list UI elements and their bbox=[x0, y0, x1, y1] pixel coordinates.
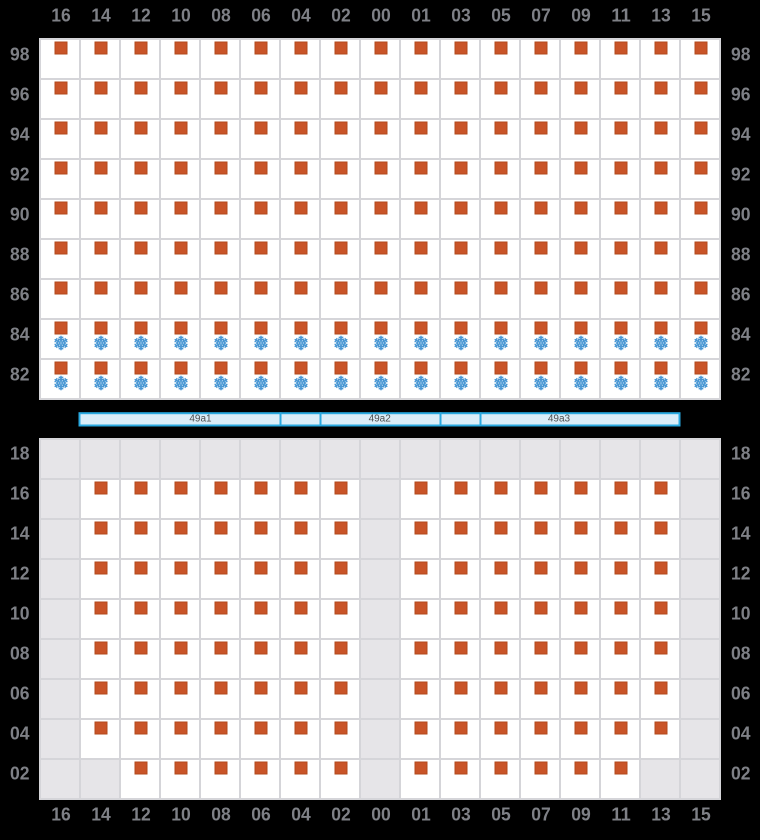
svg-text:13: 13 bbox=[651, 5, 671, 25]
svg-text:90: 90 bbox=[731, 205, 751, 225]
svg-text:02: 02 bbox=[731, 764, 751, 784]
svg-text:01: 01 bbox=[411, 805, 431, 825]
svg-text:11: 11 bbox=[611, 805, 631, 825]
svg-text:88: 88 bbox=[10, 245, 30, 265]
svg-text:84: 84 bbox=[731, 325, 751, 345]
svg-text:18: 18 bbox=[10, 444, 30, 464]
svg-text:16: 16 bbox=[10, 484, 30, 504]
svg-text:82: 82 bbox=[731, 365, 751, 385]
svg-text:07: 07 bbox=[531, 5, 551, 25]
svg-text:14: 14 bbox=[91, 805, 111, 825]
svg-text:88: 88 bbox=[731, 245, 751, 265]
svg-text:12: 12 bbox=[731, 564, 751, 584]
svg-text:00: 00 bbox=[371, 5, 391, 25]
svg-text:49a2: 49a2 bbox=[369, 414, 392, 425]
svg-text:02: 02 bbox=[10, 764, 30, 784]
svg-text:12: 12 bbox=[131, 5, 151, 25]
svg-text:08: 08 bbox=[731, 644, 751, 664]
svg-text:06: 06 bbox=[251, 805, 271, 825]
svg-text:84: 84 bbox=[10, 325, 30, 345]
svg-text:03: 03 bbox=[451, 805, 471, 825]
svg-text:16: 16 bbox=[51, 5, 71, 25]
svg-text:10: 10 bbox=[171, 805, 191, 825]
svg-text:02: 02 bbox=[331, 805, 351, 825]
svg-text:09: 09 bbox=[571, 805, 591, 825]
svg-text:10: 10 bbox=[171, 5, 191, 25]
svg-text:09: 09 bbox=[571, 5, 591, 25]
svg-text:07: 07 bbox=[531, 805, 551, 825]
svg-text:10: 10 bbox=[10, 604, 30, 624]
svg-text:00: 00 bbox=[371, 805, 391, 825]
svg-text:10: 10 bbox=[731, 604, 751, 624]
svg-text:05: 05 bbox=[491, 5, 511, 25]
svg-text:82: 82 bbox=[10, 365, 30, 385]
svg-text:49a1: 49a1 bbox=[189, 414, 212, 425]
svg-text:92: 92 bbox=[731, 165, 751, 185]
svg-text:13: 13 bbox=[651, 805, 671, 825]
svg-text:94: 94 bbox=[731, 125, 751, 145]
svg-text:05: 05 bbox=[491, 805, 511, 825]
svg-text:06: 06 bbox=[731, 684, 751, 704]
svg-text:03: 03 bbox=[451, 5, 471, 25]
svg-text:04: 04 bbox=[731, 724, 751, 744]
svg-text:12: 12 bbox=[10, 564, 30, 584]
svg-text:04: 04 bbox=[291, 5, 311, 25]
svg-text:16: 16 bbox=[51, 805, 71, 825]
svg-text:04: 04 bbox=[10, 724, 30, 744]
svg-text:01: 01 bbox=[411, 5, 431, 25]
svg-text:12: 12 bbox=[131, 805, 151, 825]
svg-text:49a3: 49a3 bbox=[548, 414, 571, 425]
svg-text:98: 98 bbox=[731, 45, 751, 65]
svg-text:11: 11 bbox=[611, 5, 631, 25]
svg-text:14: 14 bbox=[10, 524, 30, 544]
svg-text:15: 15 bbox=[691, 805, 711, 825]
svg-text:92: 92 bbox=[10, 165, 30, 185]
svg-text:04: 04 bbox=[291, 805, 311, 825]
svg-text:18: 18 bbox=[731, 444, 751, 464]
svg-text:02: 02 bbox=[331, 5, 351, 25]
svg-text:08: 08 bbox=[10, 644, 30, 664]
svg-text:08: 08 bbox=[211, 805, 231, 825]
svg-text:96: 96 bbox=[10, 85, 30, 105]
svg-text:15: 15 bbox=[691, 5, 711, 25]
svg-text:96: 96 bbox=[731, 85, 751, 105]
svg-text:08: 08 bbox=[211, 5, 231, 25]
svg-text:14: 14 bbox=[91, 5, 111, 25]
svg-text:98: 98 bbox=[10, 45, 30, 65]
svg-text:86: 86 bbox=[10, 285, 30, 305]
svg-text:06: 06 bbox=[10, 684, 30, 704]
svg-text:86: 86 bbox=[731, 285, 751, 305]
svg-text:94: 94 bbox=[10, 125, 30, 145]
svg-text:16: 16 bbox=[731, 484, 751, 504]
svg-text:06: 06 bbox=[251, 5, 271, 25]
svg-text:90: 90 bbox=[10, 205, 30, 225]
svg-text:14: 14 bbox=[731, 524, 751, 544]
